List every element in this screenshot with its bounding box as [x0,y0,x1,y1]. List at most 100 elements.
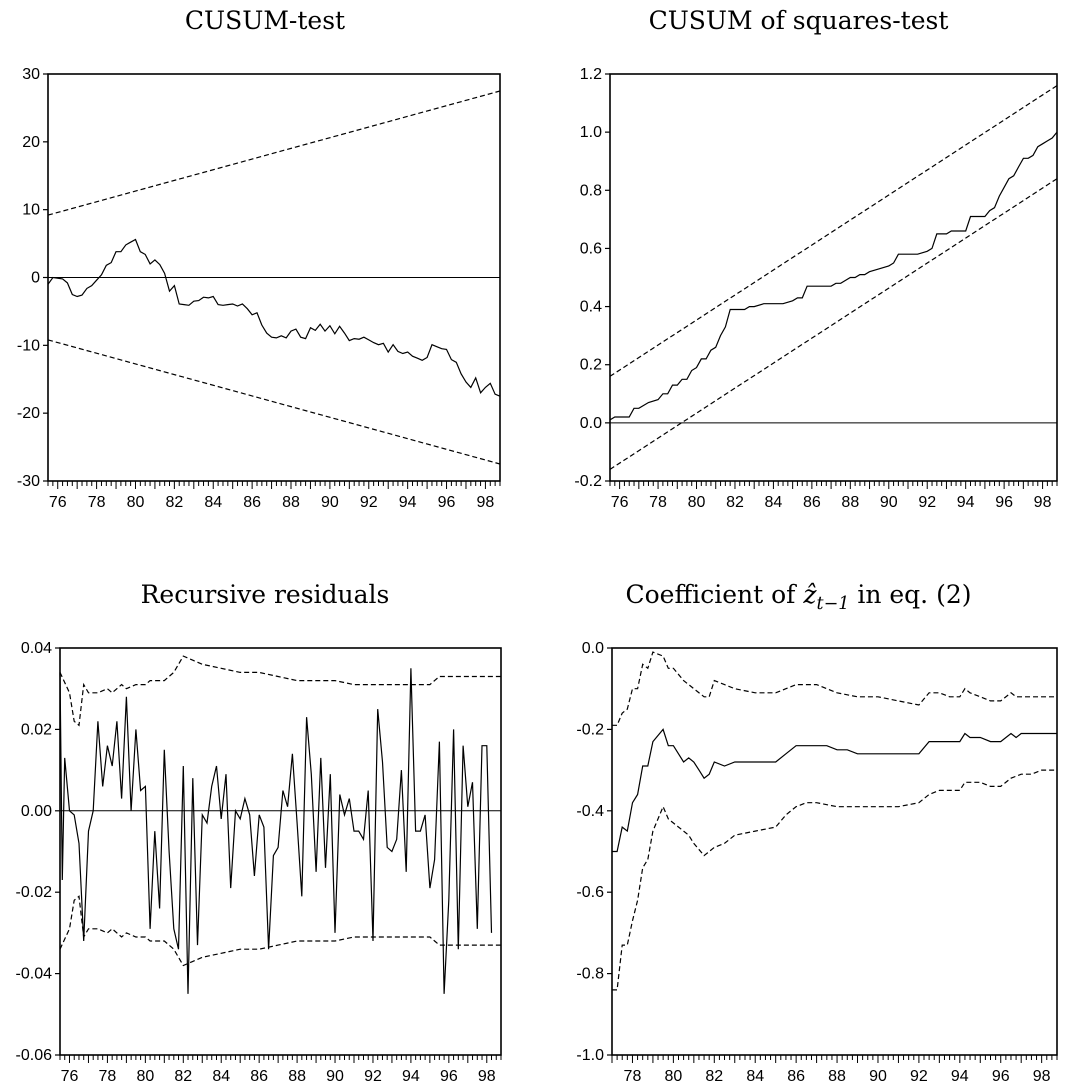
x-tick-label: 78 [99,1068,117,1085]
x-tick-label: 94 [951,1068,969,1085]
y-tick-label: 0.0 [580,415,602,432]
y-tick-label: -30 [17,473,40,490]
y-tick-label: 0.4 [580,299,602,316]
x-tick-label: 80 [664,1068,682,1085]
title-post: in eq. (2) [849,580,972,609]
plot-frame [611,647,1058,1056]
y-tick-label: 1.0 [580,124,602,141]
y-tick-label: -0.8 [576,966,604,983]
x-tick-label: 78 [624,1068,642,1085]
y-tick-label: -0.2 [574,473,602,490]
x-tick-label: 94 [957,494,975,511]
plot-frame [59,647,502,1056]
y-tick-label: 0.0 [582,640,604,657]
y-tick-label: 0.00 [21,803,52,820]
title-pre: Coefficient of [625,580,804,609]
y-tick-label: -20 [17,405,40,422]
x-tick-label: 80 [688,494,706,511]
x-tick-label: 88 [841,494,859,511]
x-tick-label: 96 [995,494,1013,511]
x-tick-label: 90 [869,1068,887,1085]
x-tick-label: 90 [321,494,339,511]
x-tick-label: 78 [649,494,667,511]
band-line-1 [59,655,501,727]
x-tick-label: 98 [478,1068,496,1085]
y-tick-label: -1.0 [576,1047,604,1064]
series-line [47,238,501,397]
title-subscript: t−1 [816,594,850,614]
y-tick-label: 0.8 [580,182,602,199]
y-tick-label: -0.02 [16,884,53,901]
x-tick-label: 92 [918,494,936,511]
x-tick-label: 90 [880,494,898,511]
y-tick-label: 20 [22,134,40,151]
y-tick-label: 0.04 [21,640,52,657]
band-line-1 [612,651,1057,726]
y-tick-label: 30 [22,66,40,83]
x-tick-label: 82 [174,1068,192,1085]
y-tick-label: 0 [31,270,40,287]
plot-frame [609,73,1058,482]
y-tick-label: -0.2 [576,721,604,738]
y-tick-label: 1.2 [580,66,602,83]
x-tick-label: 86 [803,494,821,511]
x-tick-label: 78 [88,494,106,511]
band-line-1 [609,85,1058,377]
x-tick-label: 88 [288,1068,306,1085]
band-line-2 [47,339,501,465]
band-line-2 [609,178,1058,470]
title-symbol: ẑ [803,580,817,609]
y-tick-label: 10 [22,202,40,219]
chart-title: Coefficient of ẑt−1 in eq. (2) [532,580,1065,614]
y-tick-label: -0.4 [576,803,604,820]
chart-title: CUSUM of squares-test [648,6,949,35]
x-tick-label: 84 [746,1068,764,1085]
x-tick-label: 98 [1033,1068,1051,1085]
x-tick-label: 76 [611,494,629,511]
cusum-squares-panel: CUSUM of squares-test 1.2 1.0 0.8 0.6 0.4 0.2… [532,0,1065,546]
x-tick-label: 84 [204,494,222,511]
band-line-2 [612,769,1057,991]
x-tick-label: 92 [364,1068,382,1085]
x-tick-label: 98 [477,494,495,511]
recursive-residuals-panel: Recursive residuals 0.04 0.02 0.00 -0.02 -0.… [0,546,530,1092]
x-tick-label: 92 [360,494,378,511]
x-tick-label: 96 [992,1068,1010,1085]
coefficient-chart: 0.0 -0.2 -0.4 -0.6 -0.8 -1.0 78 80 82 84 86 88 90 92 9… [576,640,1058,1085]
x-tick-label: 82 [726,494,744,511]
x-tick-label: 86 [243,494,261,511]
x-tick-label: 90 [326,1068,344,1085]
y-tick-label: 0.02 [21,721,52,738]
chart-title: CUSUM-test [184,6,346,35]
x-tick-label: 84 [212,1068,230,1085]
x-tick-label: 80 [136,1068,154,1085]
cusum-test-panel: CUSUM-test 30 20 10 0 -10 -20 -30 76 78 80 82 84 86 8… [0,0,530,546]
y-tick-label: 0.2 [580,357,602,374]
x-tick-label: 98 [1034,494,1052,511]
x-tick-label: 80 [127,494,145,511]
y-tick-label: -10 [17,337,40,354]
x-tick-label: 84 [765,494,783,511]
x-tick-label: 82 [165,494,183,511]
x-tick-label: 96 [438,494,456,511]
band-line-1 [47,90,501,216]
series-line [612,728,1057,853]
x-tick-label: 82 [705,1068,723,1085]
y-tick-label: -0.06 [16,1047,53,1064]
x-tick-label: 88 [282,494,300,511]
coefficient-panel: Coefficient of ẑt−1 in eq. (2) 0.0 -0.2 -0… [532,546,1065,1092]
x-tick-label: 92 [910,1068,928,1085]
cusum-test-chart: 30 20 10 0 -10 -20 -30 76 78 80 82 84 86 88 90 92 94 96 98 [17,66,501,511]
y-tick-label: -0.04 [16,966,53,983]
x-tick-label: 76 [61,1068,79,1085]
y-tick-label: -0.6 [576,884,604,901]
x-tick-label: 96 [440,1068,458,1085]
x-tick-label: 88 [828,1068,846,1085]
series-line [609,131,1058,421]
recursive-residuals-chart: 0.04 0.02 0.00 -0.02 -0.04 -0.06 76 78 80 82 84 86 8… [16,640,502,1085]
y-tick-label: 0.6 [580,240,602,257]
x-tick-label: 76 [49,494,67,511]
x-tick-label: 94 [402,1068,420,1085]
x-tick-label: 86 [787,1068,805,1085]
series-line [59,668,493,994]
